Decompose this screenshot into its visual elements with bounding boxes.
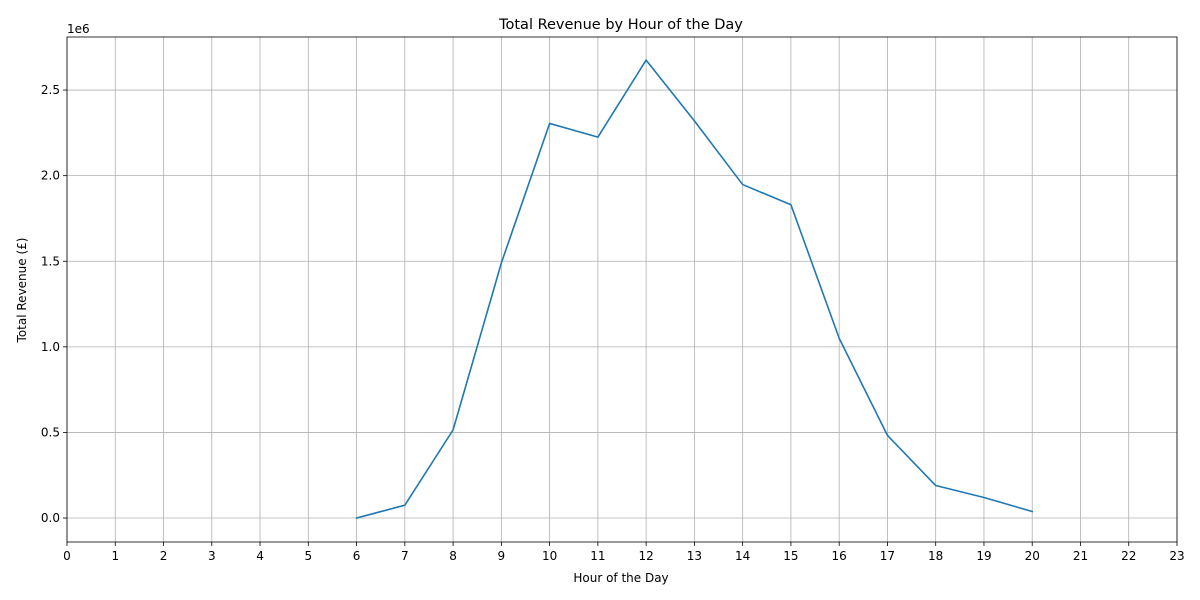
series-line	[355, 59, 1034, 520]
x-tick-label: 0	[63, 549, 71, 563]
grid	[66, 37, 1178, 542]
y-tick-label: 2.5	[41, 83, 60, 97]
x-tick-label: 11	[590, 549, 605, 563]
y-tick-label: 0.0	[41, 511, 60, 525]
y-tick-label: 1.5	[41, 254, 60, 268]
x-tick-label: 23	[1169, 549, 1184, 563]
chart-title: Total Revenue by Hour of the Day	[498, 17, 743, 33]
x-tick-label: 15	[783, 549, 798, 563]
x-tick-label: 1	[111, 549, 119, 563]
x-tick-label: 2	[160, 549, 168, 563]
x-tick-label: 21	[1073, 549, 1088, 563]
x-tick-label: 14	[735, 549, 750, 563]
y-tick-label: 0.5	[41, 425, 60, 439]
x-tick-label: 7	[401, 549, 409, 563]
plot-frame	[66, 36, 1178, 543]
x-tick-label: 18	[928, 549, 943, 563]
x-tick-label: 4	[256, 549, 264, 563]
x-tick-label: 22	[1121, 549, 1136, 563]
x-tick-label: 8	[449, 549, 457, 563]
y-axis-offset-label: 1e6	[67, 22, 90, 36]
x-tick-label: 19	[976, 549, 991, 563]
series-lines	[355, 59, 1034, 520]
y-axis-ticks: 0.0 0.5 1.0 1.5 2.0 2.5	[41, 83, 67, 525]
x-tick-label: 10	[542, 549, 557, 563]
y-tick-label: 1.0	[41, 340, 60, 354]
x-tick-label: 20	[1025, 549, 1040, 563]
x-axis-label: Hour of the Day	[573, 571, 668, 585]
x-tick-label: 17	[880, 549, 895, 563]
x-tick-label: 9	[498, 549, 506, 563]
x-tick-label: 12	[638, 549, 653, 563]
x-axis-ticks: 0 1 2 3 4 5 6 7 8 9 10 11 12 13 14 15 16 17 18 19 20 21 22 23	[63, 542, 1185, 563]
x-tick-label: 3	[208, 549, 216, 563]
y-axis-label: Total Revenue (£)	[15, 238, 29, 344]
x-tick-label: 5	[304, 549, 312, 563]
x-tick-label: 6	[353, 549, 361, 563]
y-tick-label: 2.0	[41, 169, 60, 183]
x-tick-label: 16	[832, 549, 847, 563]
x-tick-label: 13	[687, 549, 702, 563]
